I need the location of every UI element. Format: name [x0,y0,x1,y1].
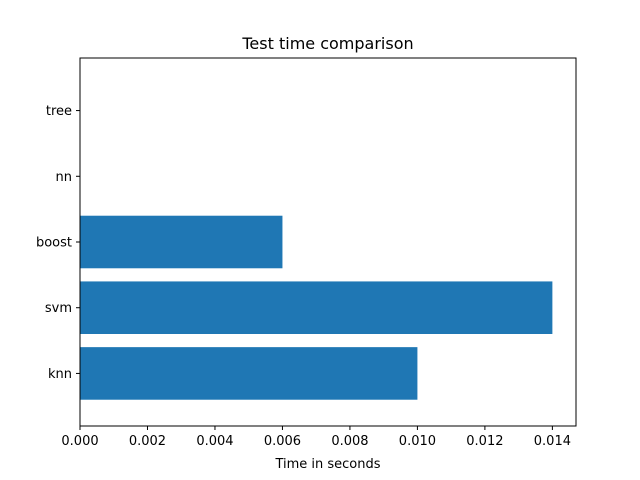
chart-title: Test time comparison [241,34,413,53]
x-axis-label: Time in seconds [274,457,380,472]
bar-boost [80,215,283,269]
x-tick-label: 0.004 [196,434,233,449]
y-axis: knn svm boost nn tree [36,104,80,382]
y-tick-label-knn: knn [48,367,72,382]
x-axis: 0.000 0.002 0.004 0.006 0.008 0.010 0.012 0.014 [61,426,571,449]
x-tick-label: 0.002 [129,434,166,449]
x-tick-label: 0.008 [331,434,368,449]
bar-svm [80,281,553,334]
x-tick-label: 0.012 [466,434,503,449]
y-tick-label-tree: tree [46,104,72,119]
x-tick-label: 0.006 [264,434,301,449]
y-tick-label-nn: nn [56,170,72,185]
x-tick-label: 0.014 [534,434,571,449]
bars-layer [80,215,553,400]
x-tick-label: 0.010 [399,434,436,449]
bar-knn [80,347,418,400]
x-tick-label: 0.000 [61,434,98,449]
y-tick-label-boost: boost [36,236,72,251]
y-tick-label-svm: svm [45,301,72,316]
